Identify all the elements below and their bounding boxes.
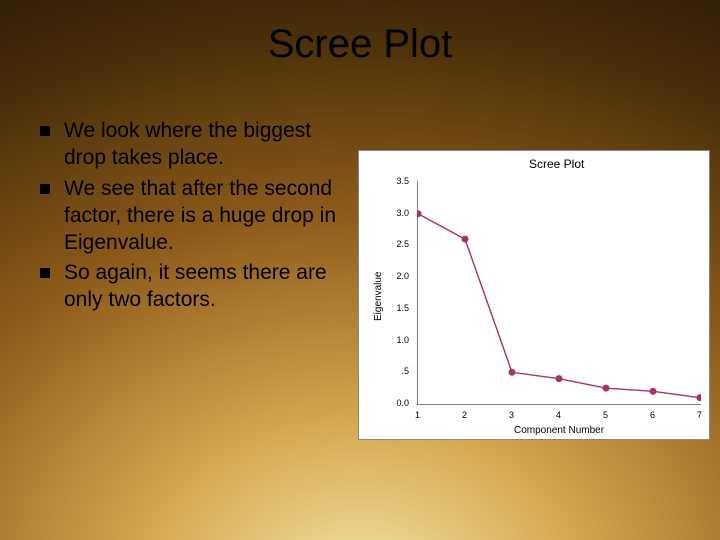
y-tick-label: 3.0 [396, 208, 409, 218]
chart-marker [650, 388, 657, 395]
y-tick-label: 2.5 [396, 239, 409, 249]
y-axis-label: Eigenvalue [373, 272, 384, 321]
scree-chart: Scree Plot Eigenvalue Component Number 0.0.… [358, 150, 710, 440]
y-tick-label: 2.0 [396, 271, 409, 281]
chart-marker [556, 375, 563, 382]
x-tick-label: 2 [462, 410, 467, 420]
list-item: We see that after the second factor, the… [40, 176, 350, 257]
bullet-text: We see that after the second factor, the… [64, 176, 350, 257]
x-tick-label: 1 [415, 410, 420, 420]
bullet-text: So again, it seems there are only two fa… [64, 260, 350, 314]
y-tick-label: 0.0 [396, 398, 409, 408]
chart-title: Scree Plot [529, 157, 584, 171]
square-bullet-icon [40, 126, 50, 136]
x-axis-label: Component Number [514, 425, 604, 436]
y-tick-label: .5 [401, 366, 409, 376]
y-tick-label: 1.0 [396, 335, 409, 345]
chart-line [418, 214, 700, 398]
bullet-text: We look where the biggest drop takes pla… [64, 118, 350, 172]
bullet-list: We look where the biggest drop takes pla… [40, 118, 350, 318]
x-tick-label: 7 [697, 410, 702, 420]
plot-area [417, 181, 701, 405]
chart-marker [603, 385, 610, 392]
x-tick-label: 5 [603, 410, 608, 420]
page-title: Scree Plot [0, 0, 720, 67]
y-tick-label: 1.5 [396, 303, 409, 313]
x-tick-label: 4 [556, 410, 561, 420]
square-bullet-icon [40, 184, 50, 194]
x-tick-label: 3 [509, 410, 514, 420]
chart-marker [462, 236, 469, 243]
y-tick-label: 3.5 [396, 176, 409, 186]
list-item: So again, it seems there are only two fa… [40, 260, 350, 314]
chart-marker [509, 369, 516, 376]
chart-marker [697, 394, 702, 401]
square-bullet-icon [40, 268, 50, 278]
chart-marker [417, 210, 422, 217]
x-tick-label: 6 [650, 410, 655, 420]
list-item: We look where the biggest drop takes pla… [40, 118, 350, 172]
